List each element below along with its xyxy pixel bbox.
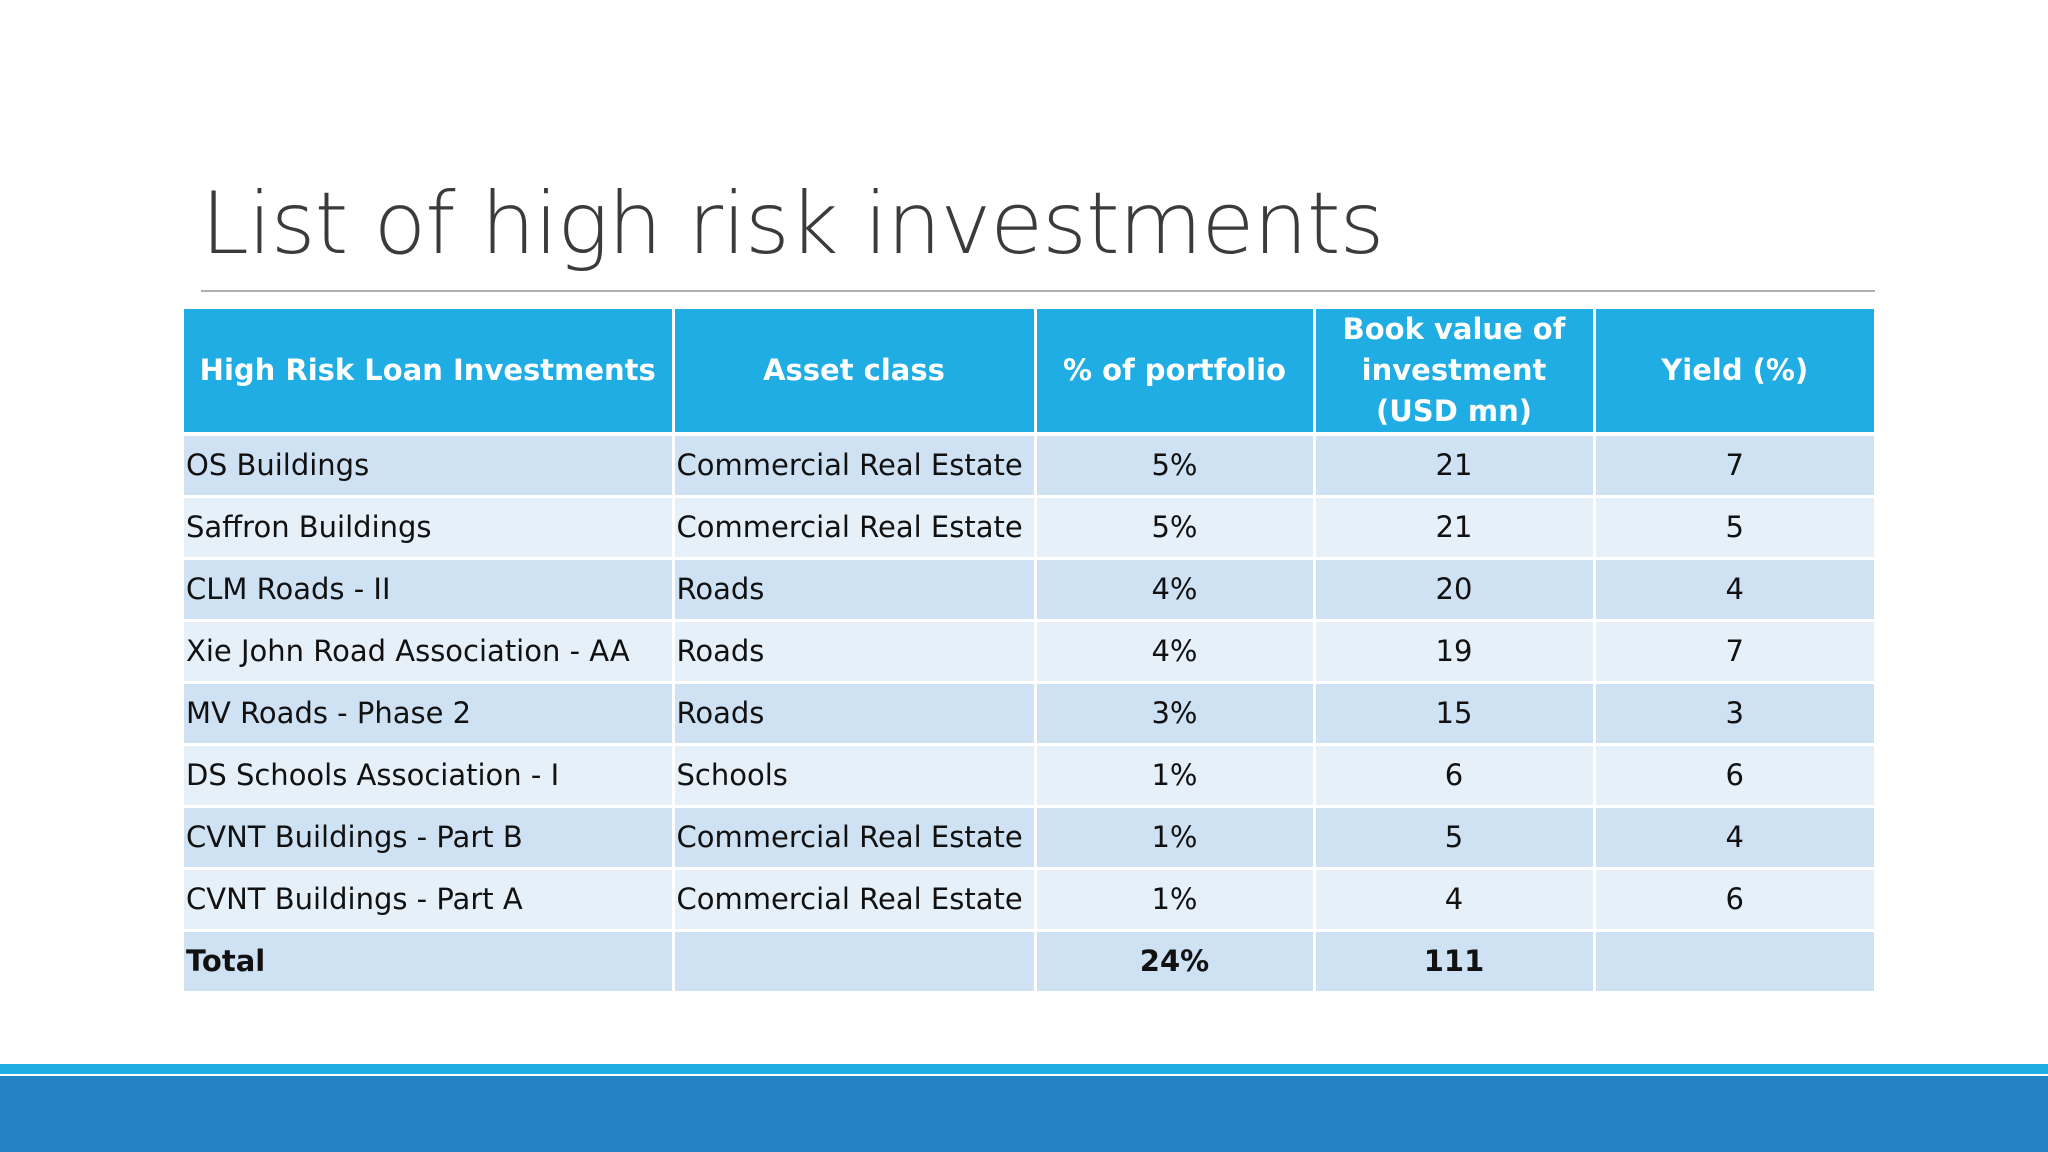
- total-portfolio-pct: 24%: [1035, 930, 1316, 994]
- cell-investment: CVNT Buildings - Part B: [184, 806, 675, 870]
- cell-book-value: 6: [1314, 744, 1596, 808]
- cell-yield: 7: [1594, 620, 1874, 684]
- cell-asset-class: Commercial Real Estate: [673, 434, 1037, 498]
- title-divider: [201, 290, 1875, 292]
- cell-book-value: 21: [1314, 496, 1596, 560]
- table-row: CLM Roads - II Roads 4% 20 4: [184, 558, 1874, 622]
- cell-portfolio-pct: 4%: [1035, 558, 1316, 622]
- table-row: OS Buildings Commercial Real Estate 5% 2…: [184, 434, 1874, 498]
- cell-asset-class: Commercial Real Estate: [673, 496, 1037, 560]
- header-portfolio-pct: % of portfolio: [1035, 309, 1316, 436]
- table-row: DS Schools Association - I Schools 1% 6 …: [184, 744, 1874, 808]
- cell-yield: 4: [1594, 806, 1874, 870]
- cell-investment: DS Schools Association - I: [184, 744, 675, 808]
- table-row: CVNT Buildings - Part A Commercial Real …: [184, 868, 1874, 932]
- cell-asset-class: Commercial Real Estate: [673, 868, 1037, 932]
- cell-asset-class: Roads: [673, 682, 1037, 746]
- cell-book-value: 15: [1314, 682, 1596, 746]
- cell-yield: 7: [1594, 434, 1874, 498]
- footer-band-dark: [0, 1076, 2048, 1152]
- cell-investment: OS Buildings: [184, 434, 675, 498]
- table-row: Saffron Buildings Commercial Real Estate…: [184, 496, 1874, 560]
- cell-portfolio-pct: 1%: [1035, 806, 1316, 870]
- cell-investment: CLM Roads - II: [184, 558, 675, 622]
- header-yield: Yield (%): [1594, 309, 1874, 436]
- total-asset-class: [673, 930, 1037, 994]
- cell-portfolio-pct: 3%: [1035, 682, 1316, 746]
- cell-asset-class: Commercial Real Estate: [673, 806, 1037, 870]
- header-book-value: Book value of investment (USD mn): [1314, 309, 1596, 436]
- cell-asset-class: Roads: [673, 620, 1037, 684]
- cell-yield: 4: [1594, 558, 1874, 622]
- cell-book-value: 5: [1314, 806, 1596, 870]
- cell-portfolio-pct: 5%: [1035, 434, 1316, 498]
- cell-yield: 5: [1594, 496, 1874, 560]
- cell-portfolio-pct: 1%: [1035, 744, 1316, 808]
- cell-yield: 3: [1594, 682, 1874, 746]
- table-row: MV Roads - Phase 2 Roads 3% 15 3: [184, 682, 1874, 746]
- cell-investment: CVNT Buildings - Part A: [184, 868, 675, 932]
- cell-investment: Xie John Road Association - AA: [184, 620, 675, 684]
- total-book-value: 111: [1314, 930, 1596, 994]
- cell-portfolio-pct: 1%: [1035, 868, 1316, 932]
- cell-asset-class: Roads: [673, 558, 1037, 622]
- table-total-row: Total 24% 111: [184, 930, 1874, 994]
- cell-book-value: 21: [1314, 434, 1596, 498]
- cell-investment: MV Roads - Phase 2: [184, 682, 675, 746]
- total-yield: [1594, 930, 1874, 994]
- investments-table: High Risk Loan Investments Asset class %…: [184, 309, 1874, 994]
- cell-book-value: 4: [1314, 868, 1596, 932]
- cell-yield: 6: [1594, 744, 1874, 808]
- cell-portfolio-pct: 4%: [1035, 620, 1316, 684]
- table-row: Xie John Road Association - AA Roads 4% …: [184, 620, 1874, 684]
- slide-title: List of high risk investments: [201, 174, 1384, 274]
- cell-portfolio-pct: 5%: [1035, 496, 1316, 560]
- table-row: CVNT Buildings - Part B Commercial Real …: [184, 806, 1874, 870]
- footer-band-light: [0, 1064, 2048, 1074]
- cell-book-value: 20: [1314, 558, 1596, 622]
- cell-book-value: 19: [1314, 620, 1596, 684]
- total-label: Total: [184, 930, 675, 994]
- cell-investment: Saffron Buildings: [184, 496, 675, 560]
- header-investment: High Risk Loan Investments: [184, 309, 675, 436]
- cell-yield: 6: [1594, 868, 1874, 932]
- header-asset-class: Asset class: [673, 309, 1037, 436]
- cell-asset-class: Schools: [673, 744, 1037, 808]
- table-header-row: High Risk Loan Investments Asset class %…: [184, 309, 1874, 436]
